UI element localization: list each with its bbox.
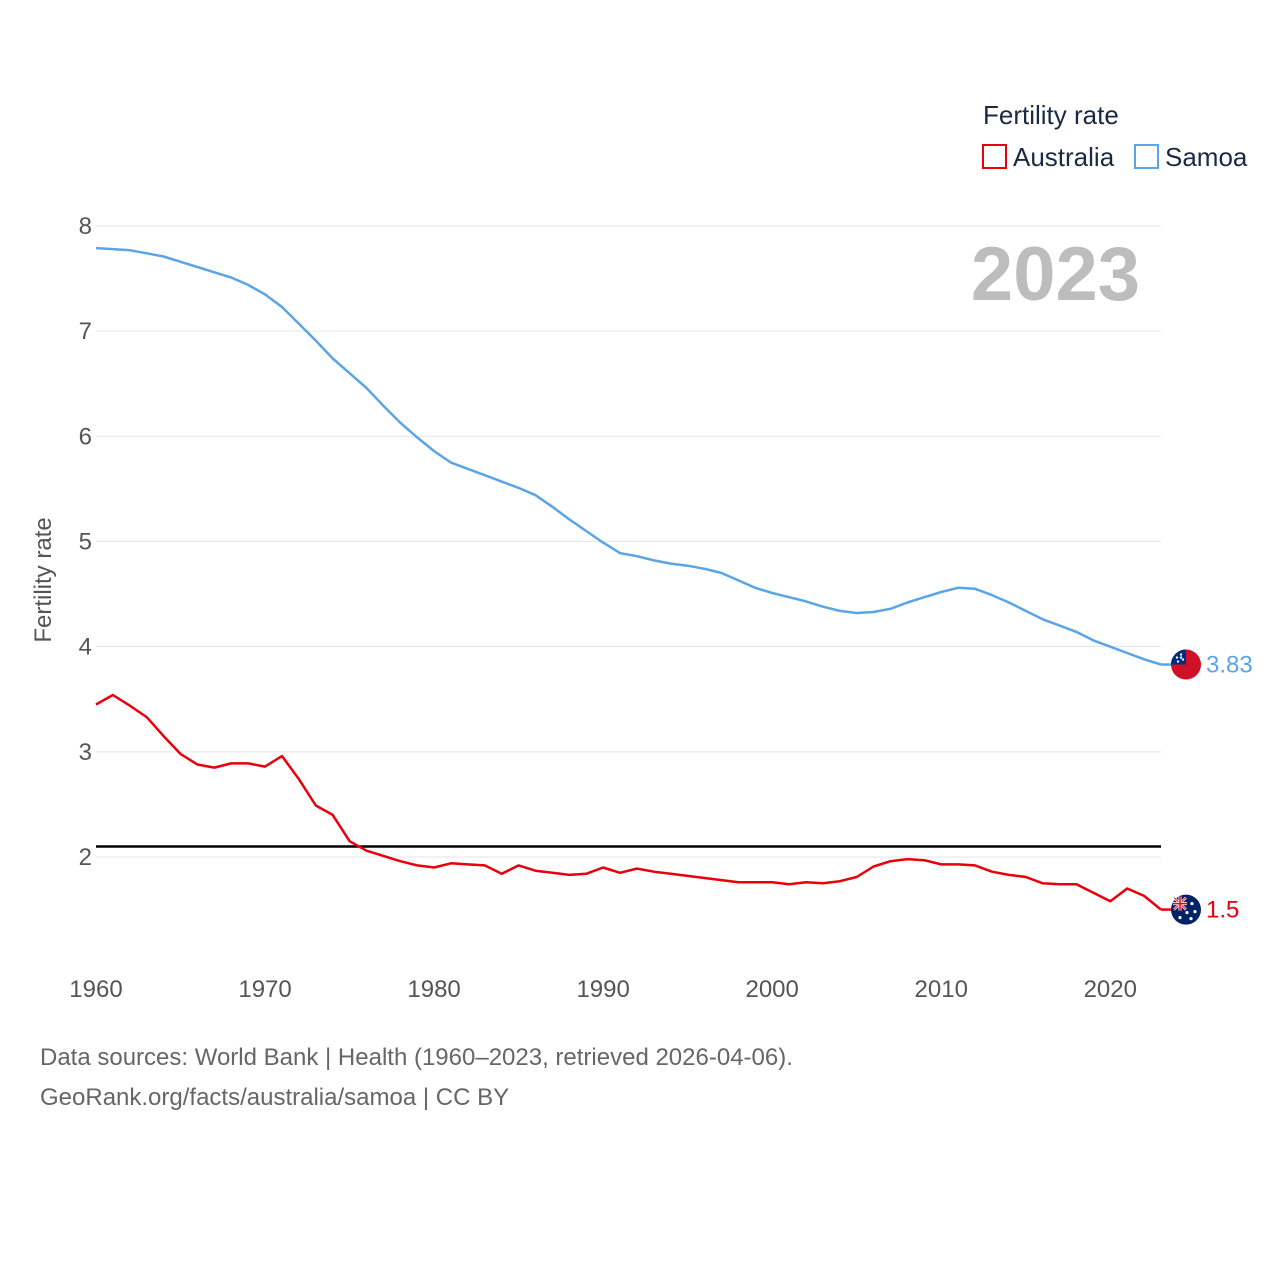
series-lines — [95, 246, 1162, 911]
legend-swatch-samoa — [1134, 144, 1159, 169]
samoa-flag-icon — [1171, 649, 1201, 680]
legend-title: Fertility rate — [983, 100, 1119, 130]
y-tick-label-4: 4 — [79, 634, 92, 661]
axis-ticks: 2 3 4 5 6 7 8 1960 1970 1980 1990 2000 2010 2020 — [69, 213, 1137, 1003]
current-year-label: 2023 — [971, 232, 1140, 317]
y-axis-title: Fertility rate — [30, 517, 57, 642]
legend-item-samoa[interactable]: Samoa — [1134, 142, 1248, 172]
legend-label-samoa: Samoa — [1165, 142, 1248, 172]
x-tick-label-1980: 1980 — [407, 976, 460, 1003]
attribution-note: GeoRank.org/facts/australia/samoa | CC B… — [40, 1084, 510, 1111]
legend-label-australia: Australia — [1013, 142, 1115, 172]
y-tick-label-5: 5 — [79, 529, 92, 556]
data-sources-note: Data sources: World Bank | Health (1960–… — [40, 1044, 793, 1071]
end-value-label-samoa: 3.83 — [1206, 652, 1253, 679]
legend-swatch-australia — [982, 144, 1007, 169]
x-tick-label-1970: 1970 — [238, 976, 291, 1003]
x-tick-label-1990: 1990 — [576, 976, 629, 1003]
x-tick-label-2010: 2010 — [915, 976, 968, 1003]
series-line-samoa — [95, 246, 1162, 666]
y-tick-label-7: 7 — [79, 318, 92, 345]
australia-flag-icon — [1171, 894, 1201, 925]
end-value-label-australia: 1.5 — [1206, 897, 1239, 924]
gridlines — [96, 225, 1161, 858]
series-line-australia — [95, 693, 1162, 911]
y-tick-label-8: 8 — [79, 213, 92, 240]
legend: Fertility rate Australia Samoa — [982, 100, 1248, 172]
end-markers: 1.5 3.83 — [1161, 649, 1253, 925]
x-tick-label-1960: 1960 — [69, 976, 122, 1003]
x-tick-label-2020: 2020 — [1084, 976, 1137, 1003]
y-tick-label-2: 2 — [79, 844, 92, 871]
y-tick-label-3: 3 — [79, 739, 92, 766]
y-tick-label-6: 6 — [79, 423, 92, 450]
legend-item-australia[interactable]: Australia — [982, 142, 1115, 172]
x-tick-label-2000: 2000 — [745, 976, 798, 1003]
